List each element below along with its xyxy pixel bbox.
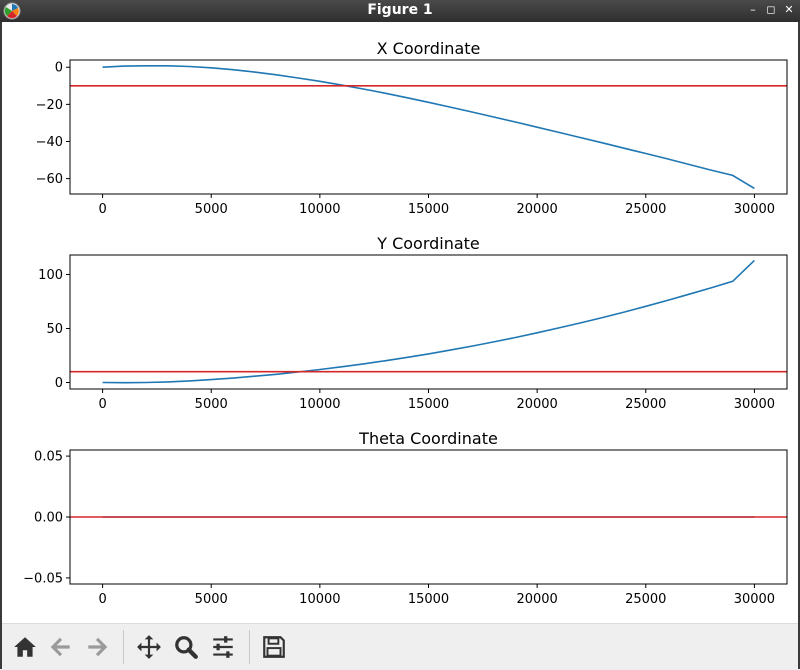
toolbar-separator: [249, 630, 250, 664]
sliders-icon: [213, 636, 233, 658]
chart-2-ytick-label: 50: [46, 322, 63, 337]
chart-1-axes-frame: [69, 59, 788, 195]
chart-3-xtick-label: 5000: [195, 592, 228, 607]
zoom-button[interactable]: [171, 632, 201, 662]
chart-2-xtick-label: 10000: [299, 397, 340, 412]
window-frame: [0, 22, 800, 669]
back-button[interactable]: [46, 632, 76, 662]
chart-2-title: Y Coordinate: [376, 234, 480, 253]
chart-1-ytick-label: 0: [55, 61, 63, 76]
forward-button[interactable]: [82, 632, 112, 662]
arrow-left-icon: [50, 637, 70, 657]
close-icon[interactable]: ✕: [784, 3, 794, 16]
toolbar-separator: [123, 630, 124, 664]
chart-2-axes-frame: [69, 254, 788, 390]
arrow-right-icon: [88, 637, 108, 657]
chart-1-xtick-label: 5000: [195, 202, 228, 217]
home-icon: [14, 637, 36, 657]
window-title: Figure 1: [367, 2, 433, 18]
chart-2-series-line: [102, 259, 755, 384]
chart-1-ytick-label: −40: [36, 135, 63, 150]
chart-1-xtick-label: 30000: [734, 202, 775, 217]
chart-1-ytick-label: −20: [36, 98, 63, 113]
chart-2-xtick-label: 5000: [195, 397, 228, 412]
chart-3-ytick-label: −0.05: [23, 571, 63, 586]
save-button[interactable]: [259, 632, 289, 662]
chart-1-xtick-label: 10000: [299, 202, 340, 217]
chart-2-xtick-label: 15000: [408, 397, 449, 412]
chart-1-xtick-label: 15000: [408, 202, 449, 217]
chart-1-xtick-label: 25000: [625, 202, 666, 217]
pan-button[interactable]: [134, 632, 164, 662]
chart-1-title: X Coordinate: [377, 39, 481, 58]
minimize-icon[interactable]: –: [750, 3, 756, 16]
chart-1-series-line: [102, 64, 755, 190]
chart-3-title: Theta Coordinate: [358, 429, 498, 448]
chart-1-xtick-label: 20000: [516, 202, 557, 217]
chart-2-ytick-label: 0: [55, 376, 63, 391]
app-icon: [3, 2, 21, 20]
chart-3-xtick-label: 10000: [299, 592, 340, 607]
chart-3-xtick-label: 30000: [734, 592, 775, 607]
configure-subplots-button[interactable]: [208, 632, 238, 662]
chart-3-xtick-label: 15000: [408, 592, 449, 607]
home-button[interactable]: [10, 632, 40, 662]
chart-3-ytick-label: 0.00: [34, 511, 63, 526]
chart-2-ytick-label: 100: [38, 268, 63, 283]
window-controls: – ◻ ✕: [746, 3, 796, 17]
chart-3-ytick-label: 0.05: [34, 450, 63, 465]
chart-3-xtick-label: 25000: [625, 592, 666, 607]
chart-3-xtick-label: 0: [98, 592, 106, 607]
magnifier-icon: [175, 636, 198, 659]
window-titlebar: Figure 1 – ◻ ✕: [0, 0, 800, 22]
floppy-disk-icon: [263, 636, 285, 658]
chart-2-xtick-label: 0: [98, 397, 106, 412]
chart-3-axes-frame: [69, 449, 788, 585]
chart-3-xtick-label: 20000: [516, 592, 557, 607]
chart-2-xtick-label: 30000: [734, 397, 775, 412]
move-icon: [137, 635, 161, 659]
chart-2-xtick-label: 20000: [516, 397, 557, 412]
maximize-icon[interactable]: ◻: [766, 3, 776, 16]
navigation-toolbar: [2, 623, 798, 670]
chart-2-xtick-label: 25000: [625, 397, 666, 412]
chart-1-xtick-label: 0: [98, 202, 106, 217]
chart-1-ytick-label: −60: [36, 172, 63, 187]
